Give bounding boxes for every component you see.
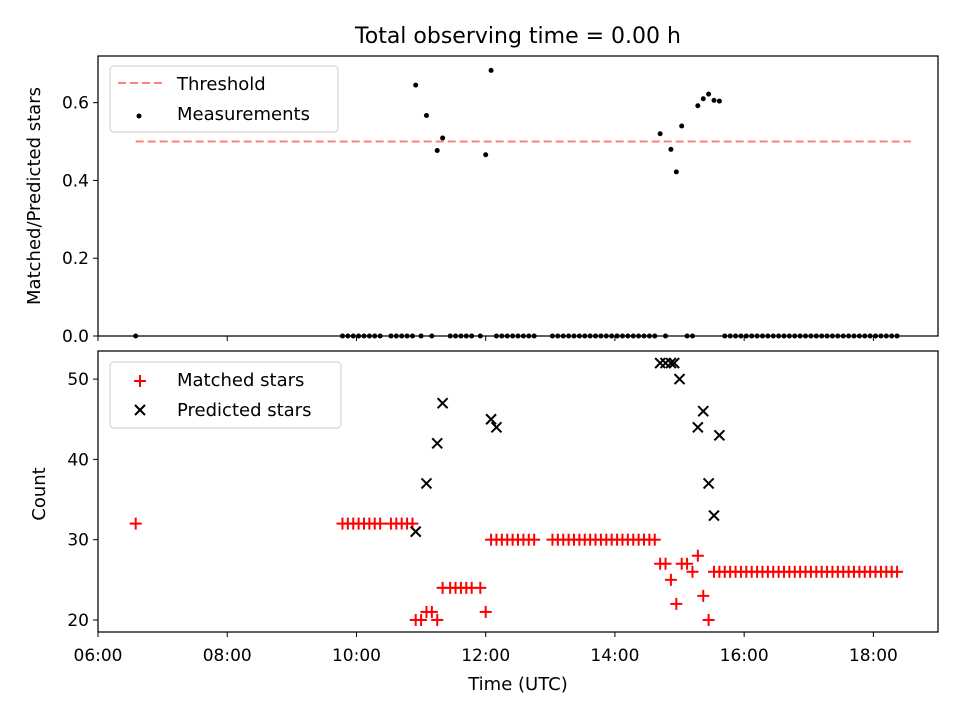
predicted-star-point bbox=[436, 397, 449, 409]
ratio-y-tick-label: 0.0 bbox=[62, 327, 89, 347]
matched-star-point bbox=[697, 589, 710, 602]
matched-star-point bbox=[681, 557, 694, 570]
threshold-legend-label: Threshold bbox=[176, 74, 266, 95]
measurement-point bbox=[440, 135, 446, 141]
predicted-star-point bbox=[673, 373, 686, 385]
matched-star-point bbox=[374, 517, 387, 530]
predicted-star-point bbox=[692, 421, 704, 433]
matched-star-point bbox=[129, 517, 142, 530]
ratio-panel: 0.0 0.2 0.4 0.6 Matched/Predicted stars Thr… bbox=[24, 55, 939, 347]
matched-star-point bbox=[659, 557, 672, 570]
matched-star-point bbox=[702, 613, 715, 626]
measurement-point bbox=[413, 82, 419, 88]
measurement-point bbox=[673, 169, 679, 175]
matched-star-point bbox=[528, 533, 541, 546]
predicted-star-point bbox=[420, 477, 433, 490]
ratio-y-tick-label: 0.4 bbox=[62, 171, 89, 191]
measurement-point bbox=[706, 91, 712, 97]
count-y-tick-label: 20 bbox=[67, 611, 89, 631]
measurements-legend-swatch bbox=[136, 113, 142, 119]
matched-star-point bbox=[891, 565, 904, 578]
matched-star-point bbox=[431, 613, 444, 626]
predicted-star-point bbox=[665, 357, 677, 369]
predicted-star-point bbox=[668, 357, 680, 369]
matched-star-point bbox=[691, 549, 704, 562]
x-axis-label: Time (UTC) bbox=[467, 674, 568, 695]
count-legend-box bbox=[109, 361, 342, 429]
predicted-legend-label: Predicted stars bbox=[177, 400, 311, 421]
x-tick-label: 08:00 bbox=[203, 646, 252, 666]
ratio-panel-frame bbox=[97, 55, 939, 337]
measurement-point bbox=[423, 113, 429, 118]
matched-star-point bbox=[425, 605, 438, 618]
count-y-tick-label: 50 bbox=[67, 370, 89, 390]
predicted-star-point bbox=[431, 437, 443, 450]
ratio-legend-box bbox=[109, 65, 339, 133]
matched-star-point bbox=[664, 573, 677, 586]
matched-star-point bbox=[415, 613, 428, 626]
x-tick-label: 06:00 bbox=[74, 646, 123, 666]
predicted-star-point bbox=[708, 509, 720, 522]
measurement-point bbox=[711, 97, 717, 103]
measurement-point bbox=[695, 103, 701, 109]
count-panel-frame bbox=[97, 350, 939, 633]
count-legend: Matched stars Predicted stars bbox=[109, 361, 342, 429]
predicted-legend-swatch bbox=[134, 404, 146, 416]
ratio-legend: Threshold Measurements bbox=[109, 65, 339, 133]
measurements-legend-label: Measurements bbox=[177, 104, 310, 125]
matched-star-point bbox=[479, 605, 492, 618]
measurement-point bbox=[716, 98, 722, 104]
ratio-y-axis-label: Matched/Predicted stars bbox=[24, 87, 45, 305]
measurement-point bbox=[434, 148, 440, 153]
measurement-point bbox=[483, 152, 489, 158]
measurement-point bbox=[700, 96, 706, 102]
matched-legend-swatch bbox=[134, 375, 146, 387]
figure-title: Total observing time = 0.00 h bbox=[354, 24, 681, 49]
x-tick-label: 14:00 bbox=[590, 646, 639, 666]
count-y-tick-label: 30 bbox=[67, 531, 89, 551]
count-y-axis-label: Count bbox=[29, 467, 50, 520]
predicted-star-point bbox=[485, 413, 497, 425]
predicted-star-point bbox=[697, 405, 709, 417]
measurement-point bbox=[679, 123, 685, 129]
ratio-y-tick-label: 0.2 bbox=[62, 249, 89, 269]
predicted-star-point bbox=[702, 477, 715, 490]
measurement-point bbox=[668, 146, 674, 152]
x-tick-label: 16:00 bbox=[720, 646, 769, 666]
measurement-point bbox=[488, 67, 494, 73]
ratio-y-tick-label: 0.6 bbox=[62, 94, 89, 114]
measurement-point bbox=[657, 131, 663, 137]
matched-star-point bbox=[648, 533, 661, 546]
matched-star-point bbox=[670, 597, 683, 610]
predicted-star-point bbox=[490, 421, 503, 433]
x-tick-label: 12:00 bbox=[461, 646, 510, 666]
x-tick-label: 10:00 bbox=[332, 646, 381, 666]
predicted-star-point bbox=[713, 429, 726, 442]
matched-star-point bbox=[686, 565, 699, 578]
count-y-tick-label: 40 bbox=[67, 450, 89, 470]
matched-legend-label: Matched stars bbox=[177, 370, 304, 391]
matched-star-point bbox=[474, 581, 487, 594]
x-tick-label: 18:00 bbox=[849, 646, 898, 666]
count-panel: 06:00 08:00 10:00 12:00 14:00 16:00 18:00 20 30 4… bbox=[29, 350, 939, 695]
predicted-star-point bbox=[409, 525, 422, 538]
